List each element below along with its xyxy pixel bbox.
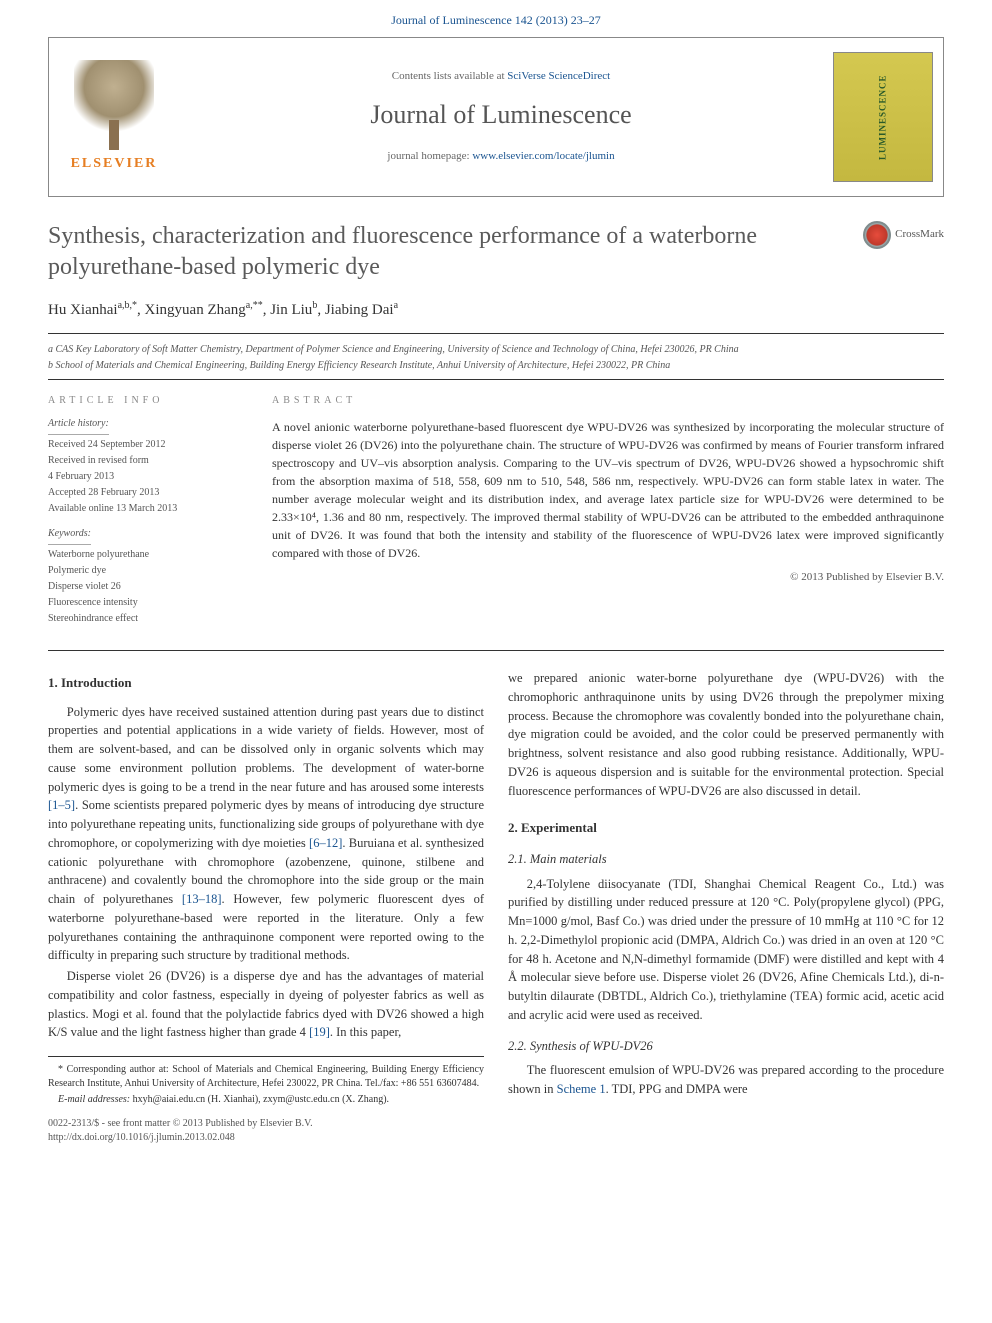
history-item: 4 February 2013: [48, 469, 248, 484]
author-4: , Jiabing Dai: [317, 302, 393, 318]
scheme-link[interactable]: Scheme 1: [557, 1082, 606, 1096]
footer-meta: 0022-2313/$ - see front matter © 2013 Pu…: [0, 1109, 992, 1161]
crossmark-badge[interactable]: CrossMark: [863, 221, 944, 249]
cover-image: LUMINESCENCE: [833, 52, 933, 182]
history-item: Accepted 28 February 2013: [48, 485, 248, 500]
journal-name: Journal of Luminescence: [370, 97, 631, 133]
abstract-column: ABSTRACT A novel anionic waterborne poly…: [272, 394, 944, 636]
corresponding-author: * Corresponding author at: School of Mat…: [48, 1063, 484, 1091]
crossmark-label: CrossMark: [895, 227, 944, 242]
materials-para: 2,4-Tolylene diisocyanate (TDI, Shanghai…: [508, 875, 944, 1025]
intro-para-2: Disperse violet 26 (DV26) is a disperse …: [48, 967, 484, 1042]
article-title: Synthesis, characterization and fluoresc…: [48, 221, 863, 283]
ref-link[interactable]: [6–12]: [309, 836, 342, 850]
footnotes: * Corresponding author at: School of Mat…: [48, 1056, 484, 1107]
author-2: , Xingyuan Zhang: [137, 302, 246, 318]
authors-line: Hu Xianhaia,b,*, Xingyuan Zhanga,**, Jin…: [48, 299, 944, 321]
intro-para-1: Polymeric dyes have received sustained a…: [48, 703, 484, 966]
affiliation-a: a CAS Key Laboratory of Soft Matter Chem…: [48, 342, 944, 357]
keyword: Stereohindrance effect: [48, 611, 248, 626]
section-1-heading: 1. Introduction: [48, 673, 484, 693]
doi-line[interactable]: http://dx.doi.org/10.1016/j.jlumin.2013.…: [48, 1131, 944, 1145]
keywords-block: Keywords: Waterborne polyurethane Polyme…: [48, 526, 248, 626]
sciencedirect-link[interactable]: SciVerse ScienceDirect: [507, 70, 610, 82]
info-heading: ARTICLE INFO: [48, 394, 248, 408]
journal-header: ELSEVIER Contents lists available at Sci…: [48, 37, 944, 197]
section-2-heading: 2. Experimental: [508, 818, 944, 838]
author-3: , Jin Liu: [263, 302, 313, 318]
abstract-copyright: © 2013 Published by Elsevier B.V.: [272, 570, 944, 585]
citation-header: Journal of Luminescence 142 (2013) 23–27: [0, 0, 992, 37]
homepage-link[interactable]: www.elsevier.com/locate/jlumin: [472, 150, 614, 162]
citation-text[interactable]: Journal of Luminescence 142 (2013) 23–27: [391, 13, 601, 27]
author-4-affil: a: [394, 300, 398, 311]
contents-line: Contents lists available at SciVerse Sci…: [392, 69, 610, 84]
abstract-text: A novel anionic waterborne polyurethane-…: [272, 418, 944, 562]
ref-link[interactable]: [19]: [309, 1025, 330, 1039]
synthesis-para: The fluorescent emulsion of WPU-DV26 was…: [508, 1061, 944, 1099]
issn-line: 0022-2313/$ - see front matter © 2013 Pu…: [48, 1117, 944, 1131]
affiliation-b: b School of Materials and Chemical Engin…: [48, 358, 944, 373]
ref-link[interactable]: [1–5]: [48, 798, 75, 812]
history-label: Article history:: [48, 416, 109, 435]
crossmark-icon: [863, 221, 891, 249]
keyword: Waterborne polyurethane: [48, 547, 248, 562]
keyword: Polymeric dye: [48, 563, 248, 578]
article-info: ARTICLE INFO Article history: Received 2…: [48, 394, 248, 636]
intro-para-3: we prepared anionic water-borne polyuret…: [508, 669, 944, 800]
keywords-label: Keywords:: [48, 526, 91, 545]
publisher-name: ELSEVIER: [71, 154, 158, 174]
ref-link[interactable]: [13–18]: [182, 892, 222, 906]
author-2-affil: a,**: [246, 300, 263, 311]
info-abstract-row: ARTICLE INFO Article history: Received 2…: [48, 379, 944, 651]
title-row: Synthesis, characterization and fluoresc…: [48, 221, 944, 283]
affiliations: a CAS Key Laboratory of Soft Matter Chem…: [48, 333, 944, 373]
author-1: Hu Xianhai: [48, 302, 118, 318]
homepage-line: journal homepage: www.elsevier.com/locat…: [387, 149, 614, 164]
keyword: Disperse violet 26: [48, 579, 248, 594]
elsevier-tree-icon: [74, 60, 154, 150]
history-item: Available online 13 March 2013: [48, 501, 248, 516]
history-item: Received 24 September 2012: [48, 437, 248, 452]
section-2-2-heading: 2.2. Synthesis of WPU-DV26: [508, 1037, 944, 1056]
section-2-1-heading: 2.1. Main materials: [508, 850, 944, 869]
history-item: Received in revised form: [48, 453, 248, 468]
cover-label: LUMINESCENCE: [877, 74, 890, 160]
keyword: Fluorescence intensity: [48, 595, 248, 610]
journal-cover: LUMINESCENCE: [823, 38, 943, 196]
article-area: Synthesis, characterization and fluoresc…: [0, 221, 992, 1109]
abstract-heading: ABSTRACT: [272, 394, 944, 408]
header-center: Contents lists available at SciVerse Sci…: [179, 38, 823, 196]
body-text: 1. Introduction Polymeric dyes have rece…: [48, 669, 944, 1109]
history-block: Article history: Received 24 September 2…: [48, 416, 248, 516]
author-1-affil: a,b,*: [118, 300, 137, 311]
email-line: E-mail addresses: hxyh@aiai.edu.cn (H. X…: [48, 1093, 484, 1107]
publisher-logo: ELSEVIER: [49, 38, 179, 196]
